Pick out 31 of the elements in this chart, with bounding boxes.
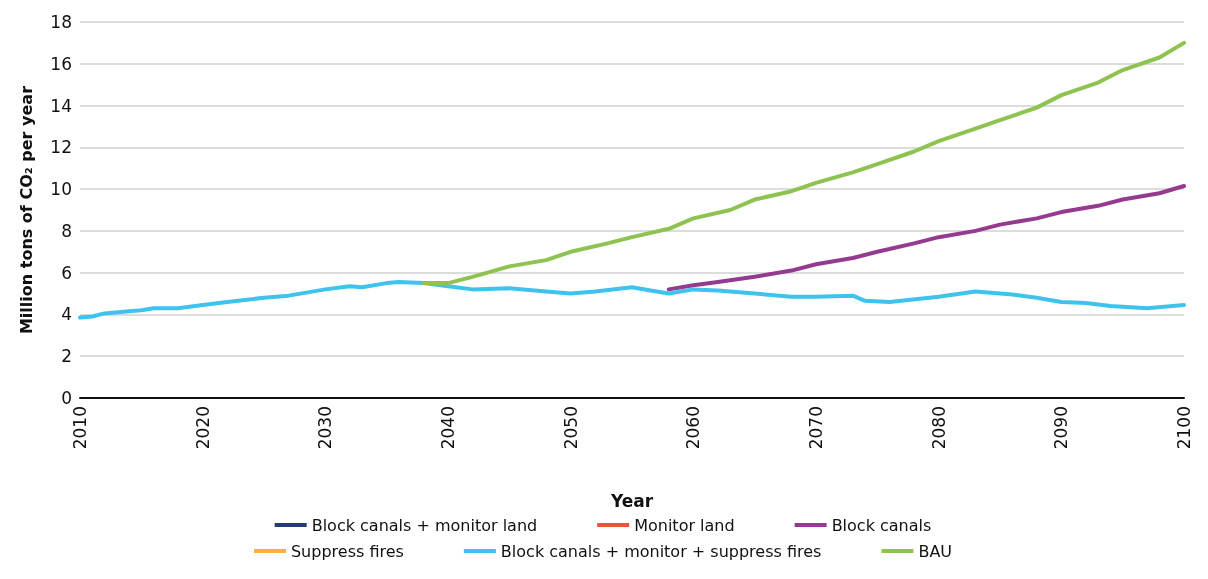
legend-label: Block canals + monitor land — [311, 515, 538, 535]
x-tick-label: 2090 — [1051, 406, 1072, 450]
legend-label: Block canals + monitor + suppress fires — [500, 541, 822, 561]
y-tick-label: 2 — [61, 346, 72, 367]
y-tick-label: 10 — [50, 179, 72, 200]
line-series — [666, 183, 1186, 292]
y-tick-label: 16 — [50, 53, 72, 74]
x-tick-label: 2050 — [560, 406, 581, 450]
y-tick-label: 6 — [61, 262, 72, 283]
legend-label: Block canals — [831, 515, 932, 535]
x-tick-label: 2070 — [806, 406, 826, 450]
x-tick-label: 2020 — [192, 406, 213, 450]
x-tick-label: 2030 — [315, 406, 336, 450]
x-axis-title: Year — [609, 490, 654, 511]
legend-label: Suppress fires — [290, 541, 404, 561]
legend-label: Monitor land — [634, 515, 735, 535]
x-tick-label: 2010 — [70, 406, 90, 450]
y-axis-title: Million tons of CO₂ per year — [16, 85, 36, 335]
y-tick-label: 8 — [61, 220, 72, 241]
y-tick-label: 14 — [50, 95, 72, 116]
x-tick-label: 2080 — [928, 406, 949, 450]
y-tick-label: 12 — [50, 137, 72, 158]
y-tick-label: 0 — [61, 388, 72, 408]
line-series — [78, 280, 1186, 320]
x-tick-label: 2060 — [683, 406, 704, 450]
legend-label: BAU — [918, 541, 953, 561]
y-tick-label: 18 — [50, 12, 72, 32]
y-tick-label: 4 — [61, 304, 72, 325]
line-series — [421, 40, 1186, 286]
x-tick-label: 2040 — [438, 406, 458, 450]
x-tick-label: 2100 — [1174, 406, 1194, 450]
